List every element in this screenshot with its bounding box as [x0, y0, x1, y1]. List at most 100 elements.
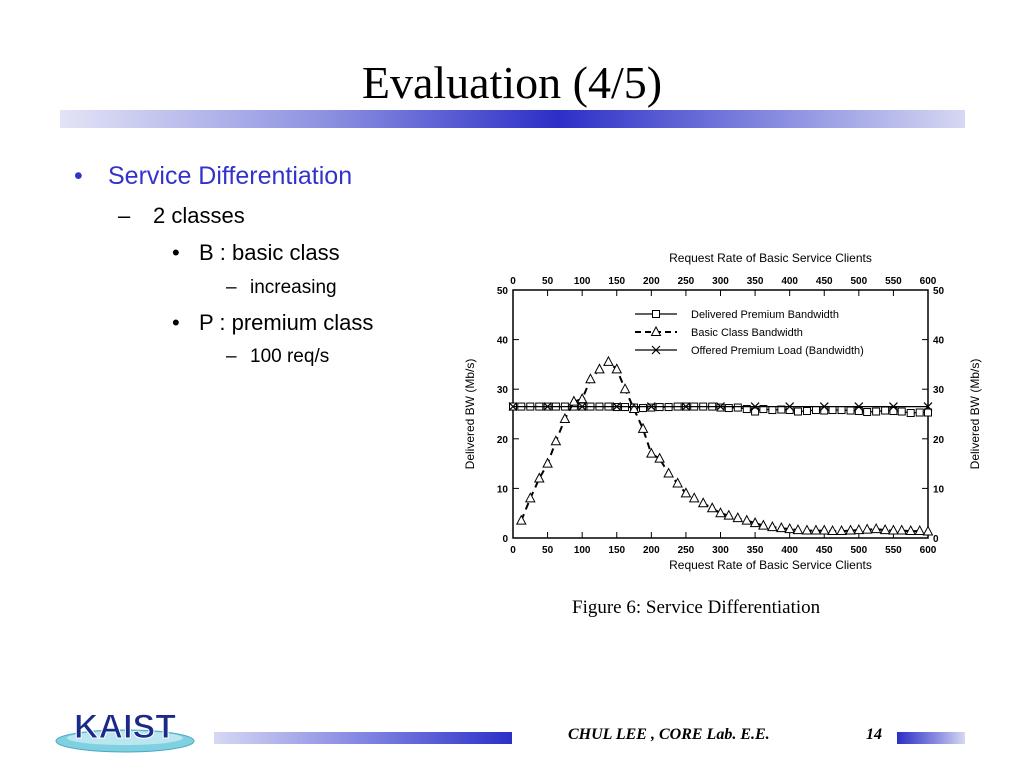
- x-tick-label-bottom: 100: [574, 545, 591, 556]
- data-point-x: [681, 402, 691, 411]
- data-point-triangle: [801, 524, 813, 535]
- data-point-square: [924, 408, 932, 417]
- data-point-square: [906, 409, 915, 418]
- x-tick-label-bottom: 250: [678, 545, 695, 556]
- data-point-triangle: [792, 523, 804, 535]
- x-tick-label-top: 50: [542, 276, 554, 287]
- data-point-square: [802, 407, 811, 416]
- x-tick-label-bottom: 300: [712, 545, 729, 556]
- footer-author: CHUL LEE , CORE Lab. E.E.: [568, 726, 770, 743]
- data-point-triangle: [810, 524, 822, 535]
- data-point-triangle: [585, 373, 596, 384]
- footer-bar-right: [897, 732, 965, 744]
- data-point-triangle: [776, 522, 787, 533]
- data-point-square: [647, 403, 656, 412]
- data-point-triangle: [853, 523, 865, 535]
- data-point-triangle: [870, 523, 882, 534]
- data-point-triangle: [732, 512, 744, 523]
- x-tick-label-top: 100: [574, 276, 591, 287]
- data-point-square: [793, 407, 802, 416]
- data-point-triangle: [818, 524, 830, 535]
- legend-marker-square: [652, 310, 660, 318]
- legend-marker-x: [651, 345, 661, 355]
- page-number: 14: [866, 726, 882, 743]
- data-point-triangle: [749, 517, 761, 528]
- data-point-square: [820, 406, 829, 415]
- data-point-triangle: [637, 422, 649, 433]
- y-tick-label-right: 30: [933, 385, 945, 396]
- y-tick-label-right: 10: [933, 484, 945, 495]
- x-tick-label-bottom: 150: [608, 545, 625, 556]
- data-point-x: [612, 402, 622, 411]
- legend-label: Basic Class Bandwidth: [691, 327, 803, 339]
- data-point-square: [915, 408, 924, 417]
- data-point-square: [639, 404, 648, 413]
- footer-bar-left: [214, 732, 512, 744]
- data-point-x: [577, 402, 587, 411]
- bullet-dot: •: [172, 240, 180, 265]
- figure-caption: Figure 6: Service Differentiation: [572, 597, 821, 618]
- data-point-square: [828, 406, 837, 415]
- data-point-triangle: [836, 524, 847, 536]
- data-point-triangle: [767, 521, 778, 532]
- bullet-text-premium-class: P : premium class: [199, 310, 374, 335]
- title-divider-bar: [60, 110, 965, 128]
- x-tick-label-top: 300: [712, 276, 729, 287]
- data-point-x: [543, 402, 553, 411]
- chart-svg: Request Rate of Basic Service Clients Req…: [463, 251, 982, 572]
- data-point-x: [716, 402, 725, 411]
- data-point-triangle: [603, 355, 614, 366]
- x-tick-label-top: 500: [850, 276, 867, 287]
- x-tick-label-bottom: 50: [542, 545, 554, 556]
- data-point-square: [854, 407, 863, 416]
- data-point-triangle: [576, 393, 588, 404]
- legend-marker-triangle: [650, 325, 662, 336]
- kaist-logo: KAIST: [55, 708, 195, 753]
- data-point-triangle: [533, 472, 545, 483]
- x-axis-label: Request Rate of Basic Service Clients: [669, 558, 872, 572]
- data-point-triangle: [619, 383, 631, 394]
- data-point-x: [819, 402, 829, 411]
- data-point-triangle: [706, 502, 718, 513]
- legend-label: Delivered Premium Bandwidth: [691, 309, 839, 321]
- data-point-x: [785, 402, 795, 411]
- data-point-triangle: [646, 447, 657, 458]
- svg-text:KAIST: KAIST: [74, 708, 176, 746]
- data-point-triangle: [758, 519, 769, 530]
- data-point-x: [888, 402, 898, 411]
- data-point-square: [863, 408, 872, 417]
- data-point-x: [854, 402, 864, 411]
- y-tick-label-right: 0: [933, 534, 939, 545]
- x-tick-label-bottom: 200: [643, 545, 660, 556]
- y-tick-label-left: 10: [497, 484, 509, 495]
- x-tick-label-top: 550: [885, 276, 902, 287]
- data-point-square: [785, 406, 794, 415]
- data-point-triangle: [542, 457, 553, 468]
- data-point-triangle: [845, 524, 856, 535]
- data-point-triangle: [611, 363, 623, 374]
- x-tick-label-bottom: 0: [510, 545, 516, 556]
- x-tick-label-bottom: 400: [781, 545, 798, 556]
- data-point-triangle: [861, 523, 873, 534]
- data-point-square: [837, 406, 846, 415]
- x-tick-label-top: 250: [678, 276, 695, 287]
- chart-title: Request Rate of Basic Service Clients: [669, 251, 872, 265]
- data-point-square: [768, 406, 777, 415]
- data-point-square: [742, 405, 751, 414]
- y-tick-label-right: 20: [933, 435, 945, 446]
- figure-service-differentiation: Request Rate of Basic Service Clients Req…: [455, 240, 995, 580]
- data-point-triangle: [524, 492, 536, 503]
- data-point-square: [872, 407, 881, 416]
- x-tick-label-bottom: 500: [850, 545, 867, 556]
- x-tick-label-top: 600: [920, 276, 937, 287]
- x-tick-label-bottom: 550: [885, 545, 902, 556]
- bullet-dash: –: [118, 203, 131, 228]
- x-tick-label-top: 350: [747, 276, 764, 287]
- x-tick-label-bottom: 350: [747, 545, 764, 556]
- data-point-triangle: [550, 435, 562, 446]
- data-point-triangle: [594, 363, 605, 374]
- bullet-text-100-req-s: 100 req/s: [250, 346, 330, 367]
- data-point-triangle: [914, 524, 926, 536]
- x-tick-label-top: 150: [608, 276, 625, 287]
- data-point-square: [811, 406, 820, 415]
